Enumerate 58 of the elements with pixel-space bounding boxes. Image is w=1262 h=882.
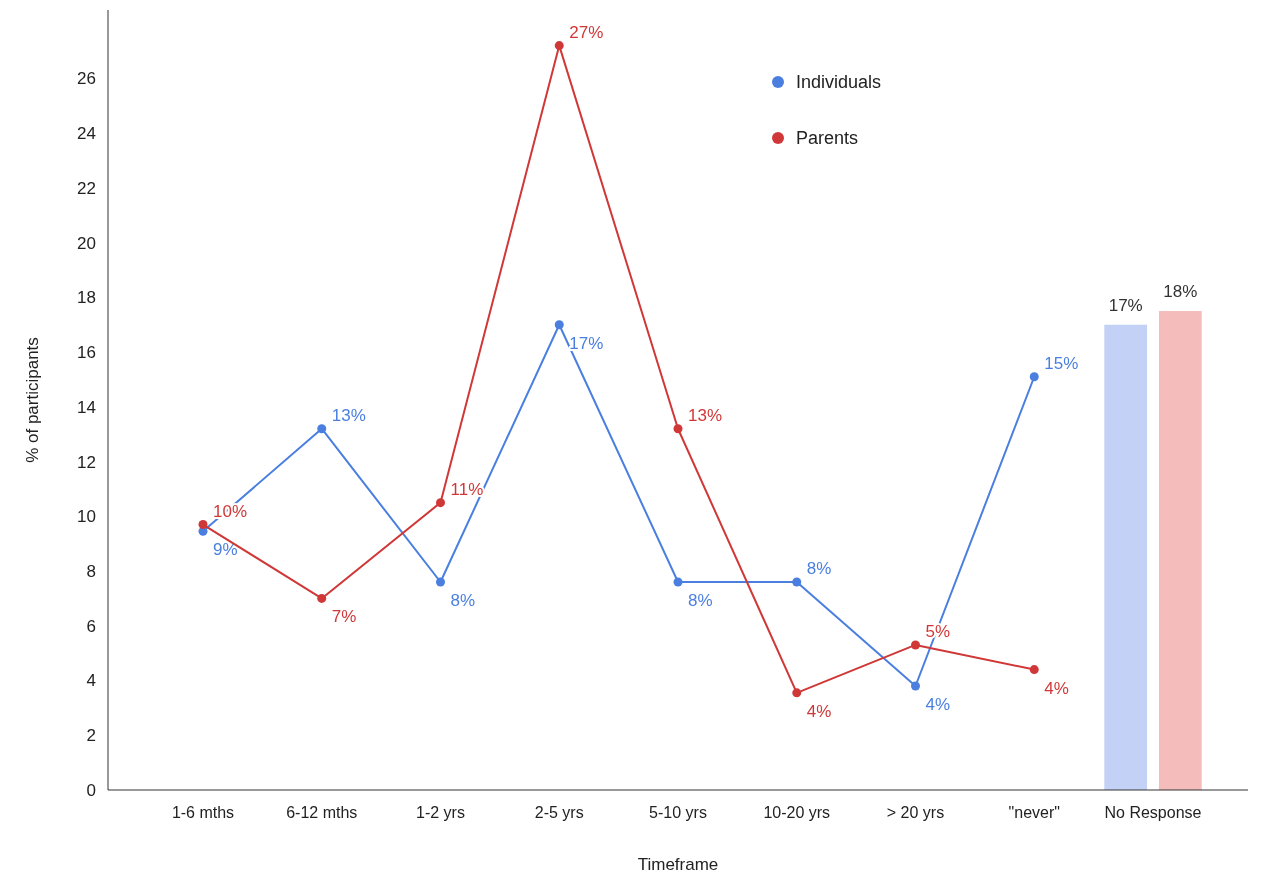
point xyxy=(198,520,208,530)
data-label: 8% xyxy=(450,591,476,610)
y-tick-label: 8 xyxy=(86,562,96,581)
data-label: 17% xyxy=(569,333,604,353)
data-label: 15% xyxy=(1044,353,1079,373)
point xyxy=(436,577,445,587)
data-label: 7% xyxy=(331,607,357,627)
point xyxy=(673,577,683,587)
point xyxy=(436,498,445,508)
data-label: 8% xyxy=(806,559,832,578)
point xyxy=(554,320,564,330)
point xyxy=(673,424,683,434)
y-tick-label: 18 xyxy=(77,288,96,308)
point xyxy=(792,688,802,698)
y-tick-label: 20 xyxy=(77,233,96,253)
y-tick-label: 6 xyxy=(86,616,96,636)
x-tick-label: "never" xyxy=(1008,804,1060,821)
data-label: 27% xyxy=(569,22,604,42)
x-tick-label: 6-12 mths xyxy=(286,804,358,821)
x-axis-title: Timeframe xyxy=(637,855,719,874)
data-label: 13% xyxy=(688,405,723,425)
data-label: 9% xyxy=(213,540,238,560)
x-tick-label: 2-5 yrs xyxy=(534,804,584,821)
legend-label: Individuals xyxy=(796,72,882,93)
data-label: 4% xyxy=(925,695,951,714)
y-tick-label: 16 xyxy=(77,343,96,363)
y-tick-label: 22 xyxy=(77,178,96,198)
data-label: 17% xyxy=(1108,295,1143,315)
y-tick-label: 14 xyxy=(77,397,96,417)
y-tick-label: 12 xyxy=(77,452,96,472)
point xyxy=(317,424,327,434)
x-tick-label: 10-20 yrs xyxy=(763,804,831,821)
point xyxy=(317,593,327,603)
y-tick-label: 26 xyxy=(77,69,96,89)
point xyxy=(1029,372,1039,382)
data-label: 11% xyxy=(450,479,484,499)
x-tick-label: 1-2 yrs xyxy=(416,804,465,821)
point xyxy=(911,640,920,650)
point xyxy=(554,41,564,51)
data-label: 4% xyxy=(806,701,832,721)
data-label: 4% xyxy=(1044,678,1069,698)
point xyxy=(792,577,802,587)
y-tick-label: 2 xyxy=(86,726,96,746)
data-label: 18% xyxy=(1163,282,1198,302)
y-tick-label: 4 xyxy=(86,671,96,691)
x-tick-label: > 20 yrs xyxy=(886,804,945,821)
y-tick-label: 10 xyxy=(77,507,96,527)
data-label: 13% xyxy=(331,405,366,425)
y-axis-title: % of participants xyxy=(23,337,42,463)
x-tick-label: 5-10 yrs xyxy=(649,804,707,821)
point xyxy=(911,681,920,691)
x-tick-label: 1-6 mths xyxy=(171,804,235,821)
y-tick-label: 24 xyxy=(77,124,96,144)
data-label: 8% xyxy=(688,591,713,610)
y-tick-label: 0 xyxy=(86,780,96,800)
x-tick-label: No Response xyxy=(1104,804,1202,821)
legend-label: Parents xyxy=(796,128,859,149)
point xyxy=(1029,665,1039,675)
